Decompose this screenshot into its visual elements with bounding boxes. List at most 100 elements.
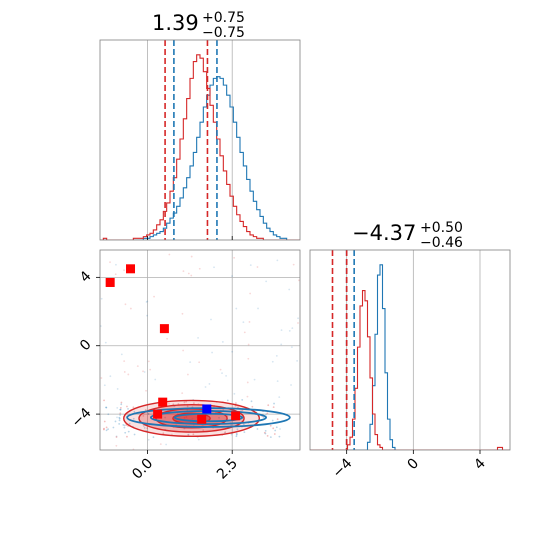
joint-sample-point: [233, 256, 236, 259]
joint-sample-point: [168, 253, 171, 256]
joint-sample-point: [256, 266, 259, 268]
joint-sample-point: [290, 346, 293, 349]
joint-sample-point: [183, 401, 186, 404]
joint-sample-point: [185, 416, 188, 418]
joint-sample-point: [276, 418, 279, 421]
joint-sample-point: [118, 417, 121, 420]
joint-red-marker-3: [31, 334, 40, 343]
joint-sample-point: [241, 399, 244, 401]
joint-sample-point: [119, 412, 122, 415]
joint-sample-point: [264, 429, 267, 432]
joint-sample-point: [127, 430, 130, 433]
joint-xtick-label-0: 0.0: [129, 456, 156, 483]
joint-sample-point: [280, 343, 283, 346]
joint-sample-point: [290, 384, 292, 386]
joint-sample-point: [221, 341, 224, 343]
joint-sample-point: [105, 426, 108, 429]
joint-sample-point: [243, 331, 246, 334]
joint-sample-point: [263, 431, 266, 434]
param1-title-sup: +0.75: [202, 10, 245, 26]
joint-frame: [99, 249, 301, 451]
joint-sample-point: [103, 428, 105, 431]
joint-sample-point: [230, 433, 233, 436]
joint-sample-point: [224, 431, 227, 434]
joint-sample-point: [256, 428, 259, 430]
joint-sample-point: [123, 426, 126, 429]
joint-sample-point: [219, 368, 222, 371]
joint-red-marker-8: [153, 409, 163, 419]
joint-sample-point: [166, 337, 169, 340]
joint-red-marker-1: [105, 277, 115, 287]
joint-sample-point: [115, 436, 118, 438]
joint-sample-point: [269, 436, 272, 439]
joint-sample-point: [120, 353, 123, 356]
joint-sample-point: [237, 406, 239, 409]
joint-sample-point: [190, 274, 193, 277]
joint-sample-point: [230, 424, 233, 427]
joint-sample-point: [115, 435, 118, 438]
joint-sample-point: [146, 314, 148, 317]
joint-sample-point: [103, 427, 105, 430]
joint-sample-point: [143, 427, 146, 429]
joint-sample-point: [265, 413, 267, 416]
joint-sample-point: [147, 438, 150, 441]
joint-sample-point: [297, 322, 299, 324]
joint-sample-point: [146, 300, 149, 303]
joint-blue-contour-2: [173, 412, 244, 423]
joint-sample-point: [198, 267, 201, 270]
joint-sample-point: [120, 403, 123, 406]
joint-sample-point: [107, 413, 110, 416]
hist2-xtick-label-0: −4: [330, 455, 356, 481]
joint-sample-point: [191, 417, 194, 420]
joint-sample-point: [192, 402, 195, 405]
joint-sample-point: [297, 317, 299, 320]
joint-red-marker-0: [126, 264, 136, 274]
joint-sample-point: [143, 371, 146, 373]
joint-sample-point: [226, 399, 229, 402]
joint-sample-point: [291, 327, 294, 330]
param1-title-main: 1.39: [152, 11, 199, 35]
joint-sample-point: [147, 360, 150, 363]
joint-sample-point: [248, 321, 251, 323]
joint-sample-point: [235, 433, 238, 436]
joint-sample-point: [279, 428, 281, 430]
joint-sample-point: [116, 416, 118, 419]
joint-sample-point: [145, 301, 148, 303]
joint-sample-point: [109, 261, 111, 264]
joint-ytick-label-2: −4: [69, 405, 95, 431]
joint-sample-point: [104, 341, 107, 344]
joint-sample-point: [100, 377, 103, 379]
joint-sample-point: [123, 360, 126, 363]
joint-sample-point: [128, 422, 131, 425]
joint-sample-point: [159, 443, 162, 445]
joint-sample-point: [265, 280, 268, 283]
joint-sample-point: [182, 270, 185, 273]
param2-title-sub: −0.46: [420, 235, 463, 251]
joint-sample-point: [233, 392, 236, 395]
joint-sample-point: [267, 404, 270, 407]
joint-sample-point: [181, 392, 184, 395]
joint-sample-point: [274, 429, 277, 432]
joint-sample-point: [235, 307, 238, 310]
joint-ytick-label-1: 0: [77, 337, 95, 355]
joint-sample-point: [242, 321, 245, 324]
joint-sample-point: [146, 427, 149, 430]
joint-sample-point: [133, 433, 136, 436]
joint-sample-point: [266, 435, 269, 437]
joint-sample-point: [208, 383, 211, 385]
joint-sample-point: [116, 406, 119, 409]
joint-sample-point: [133, 410, 136, 413]
joint-sample-point: [253, 378, 256, 381]
joint-sample-point: [107, 428, 109, 431]
joint-sample-point: [197, 438, 200, 441]
joint-sample-point: [144, 409, 147, 411]
joint-sample-point: [231, 350, 234, 353]
tick-labels: 0.0 2.5 −4 0 4 4 0 −4: [69, 268, 489, 482]
joint-sample-point: [142, 415, 145, 417]
joint-sample-point: [275, 354, 278, 357]
joint-sample-point: [235, 402, 237, 404]
joint-red-marker-2: [85, 329, 94, 338]
joint-sample-point: [122, 423, 125, 426]
joint-sample-point: [129, 307, 132, 310]
